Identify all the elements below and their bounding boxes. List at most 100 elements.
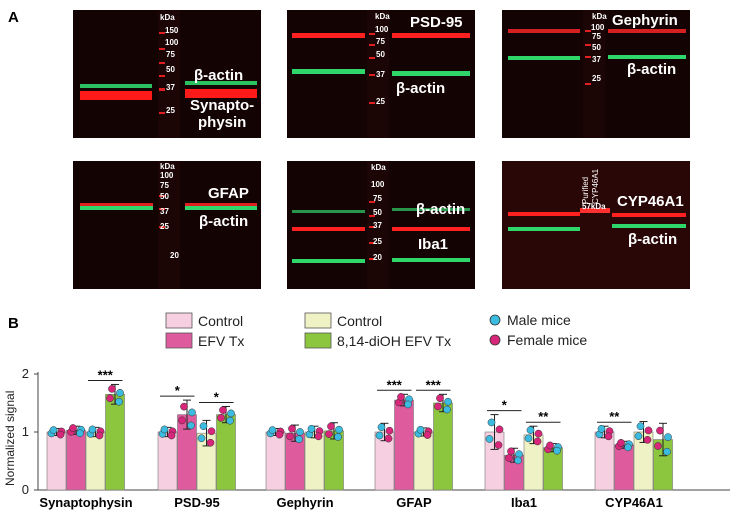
bar	[265, 431, 286, 491]
blot-label: β-actin	[416, 201, 465, 218]
data-point	[524, 434, 533, 443]
marker-label: 37	[376, 70, 385, 79]
data-point	[325, 430, 333, 438]
data-point	[334, 433, 342, 441]
marker-label: 25	[160, 222, 169, 231]
kda-header: kDa	[160, 13, 175, 22]
marker-label: 25	[592, 74, 601, 83]
data-point	[507, 447, 515, 456]
marker-label: 50	[166, 65, 175, 74]
y-tick-label: 2	[22, 366, 29, 381]
data-point	[197, 434, 206, 443]
data-point	[307, 424, 316, 433]
data-point	[404, 400, 412, 409]
blot-label: Iba1	[418, 236, 448, 253]
significance-label: **	[538, 409, 549, 424]
blot-label: Gephyrin	[612, 12, 678, 29]
data-point	[533, 437, 542, 446]
data-point	[286, 432, 294, 441]
blot-label: GFAP	[208, 185, 249, 202]
marker-label: 100	[591, 23, 605, 32]
data-point	[495, 425, 504, 434]
bar	[433, 402, 453, 491]
marker-label: 50	[373, 208, 382, 217]
legend-label: Female mice	[507, 332, 587, 348]
marker-label: 20	[373, 253, 382, 262]
x-category-label: Gephyrin	[276, 495, 333, 510]
significance-label: *	[214, 389, 220, 404]
legend: Control EFV Tx Control 8,14-diOH EFV Tx …	[165, 312, 587, 349]
data-point	[526, 426, 535, 434]
data-point	[423, 431, 432, 439]
marker-label: 25	[373, 237, 382, 246]
data-point	[160, 425, 169, 434]
data-point	[167, 431, 176, 440]
data-point	[385, 426, 394, 435]
blot-gephyrin: kDa 100 75 50 37 25 Gephyrin β-actin	[502, 10, 690, 138]
data-point	[106, 394, 114, 403]
y-tick-label: 1	[22, 424, 29, 439]
legend-label: Male mice	[507, 312, 571, 328]
data-point	[108, 385, 116, 393]
significance-label: ***	[426, 377, 442, 392]
bar	[85, 431, 106, 491]
data-point	[514, 456, 522, 465]
blot-psd95: kDa 100 75 50 37 25 PSD-95 β-actin	[287, 10, 475, 138]
data-point	[295, 435, 303, 444]
bar	[157, 431, 178, 491]
data-point	[634, 432, 643, 441]
bar	[413, 431, 434, 491]
data-point	[644, 426, 653, 435]
legend-swatch	[304, 312, 332, 329]
chart-marks: Synaptophysin PSD-95 Gephyrin GFAP Iba1 CYP46…	[39, 367, 673, 510]
purified-label: Purified	[581, 177, 590, 204]
marker-label: 25	[376, 97, 385, 106]
bar	[394, 399, 414, 491]
data-point	[314, 432, 323, 441]
marker-label: 75	[373, 194, 382, 203]
data-point	[617, 438, 625, 447]
legend-swatch	[165, 332, 193, 349]
kda-header: kDa	[160, 162, 175, 171]
data-point	[664, 433, 672, 441]
legend-swatch	[304, 332, 332, 349]
bar	[46, 431, 67, 491]
significance-label: ***	[98, 367, 114, 382]
data-point	[296, 428, 304, 436]
data-point	[206, 438, 215, 447]
legend-swatch	[165, 312, 193, 329]
bar	[614, 444, 634, 491]
x-category-label: CYP46A1	[605, 495, 663, 510]
data-point	[187, 421, 195, 430]
data-point	[227, 409, 235, 418]
significance-label: *	[175, 383, 181, 398]
data-point	[217, 413, 225, 422]
data-point	[436, 394, 444, 403]
data-point	[275, 430, 284, 439]
data-point	[487, 418, 496, 427]
blot-synaptophysin: kDa 150 100 75 50 37 25 β-actin Synapto-…	[73, 10, 261, 138]
data-point	[219, 406, 227, 414]
blot-label: physin	[198, 114, 246, 131]
blot-label: PSD-95	[410, 14, 463, 31]
marker-label: 37	[166, 83, 175, 92]
data-point	[56, 430, 65, 439]
marker-label: 75	[166, 50, 175, 59]
legend-marker	[489, 314, 501, 326]
blot-gfap: kDa 100 75 50 37 25 20 GFAP β-actin	[73, 161, 261, 289]
data-point	[327, 422, 335, 431]
data-point	[656, 426, 664, 435]
blot-cyp46a1: Purified CYP46A1 57kDa CYP46A1 β-actin	[502, 161, 690, 289]
data-point	[434, 402, 442, 411]
marker-label: 25	[166, 106, 175, 115]
data-point	[180, 402, 188, 411]
y-tick-label: 0	[22, 482, 29, 497]
data-point	[416, 425, 425, 434]
bar	[66, 429, 86, 491]
marker-label: 150	[165, 26, 179, 35]
data-point	[226, 416, 234, 425]
blot-label: β-actin	[628, 231, 677, 248]
data-point	[95, 431, 104, 440]
bar	[543, 447, 563, 491]
data-point	[116, 388, 124, 397]
